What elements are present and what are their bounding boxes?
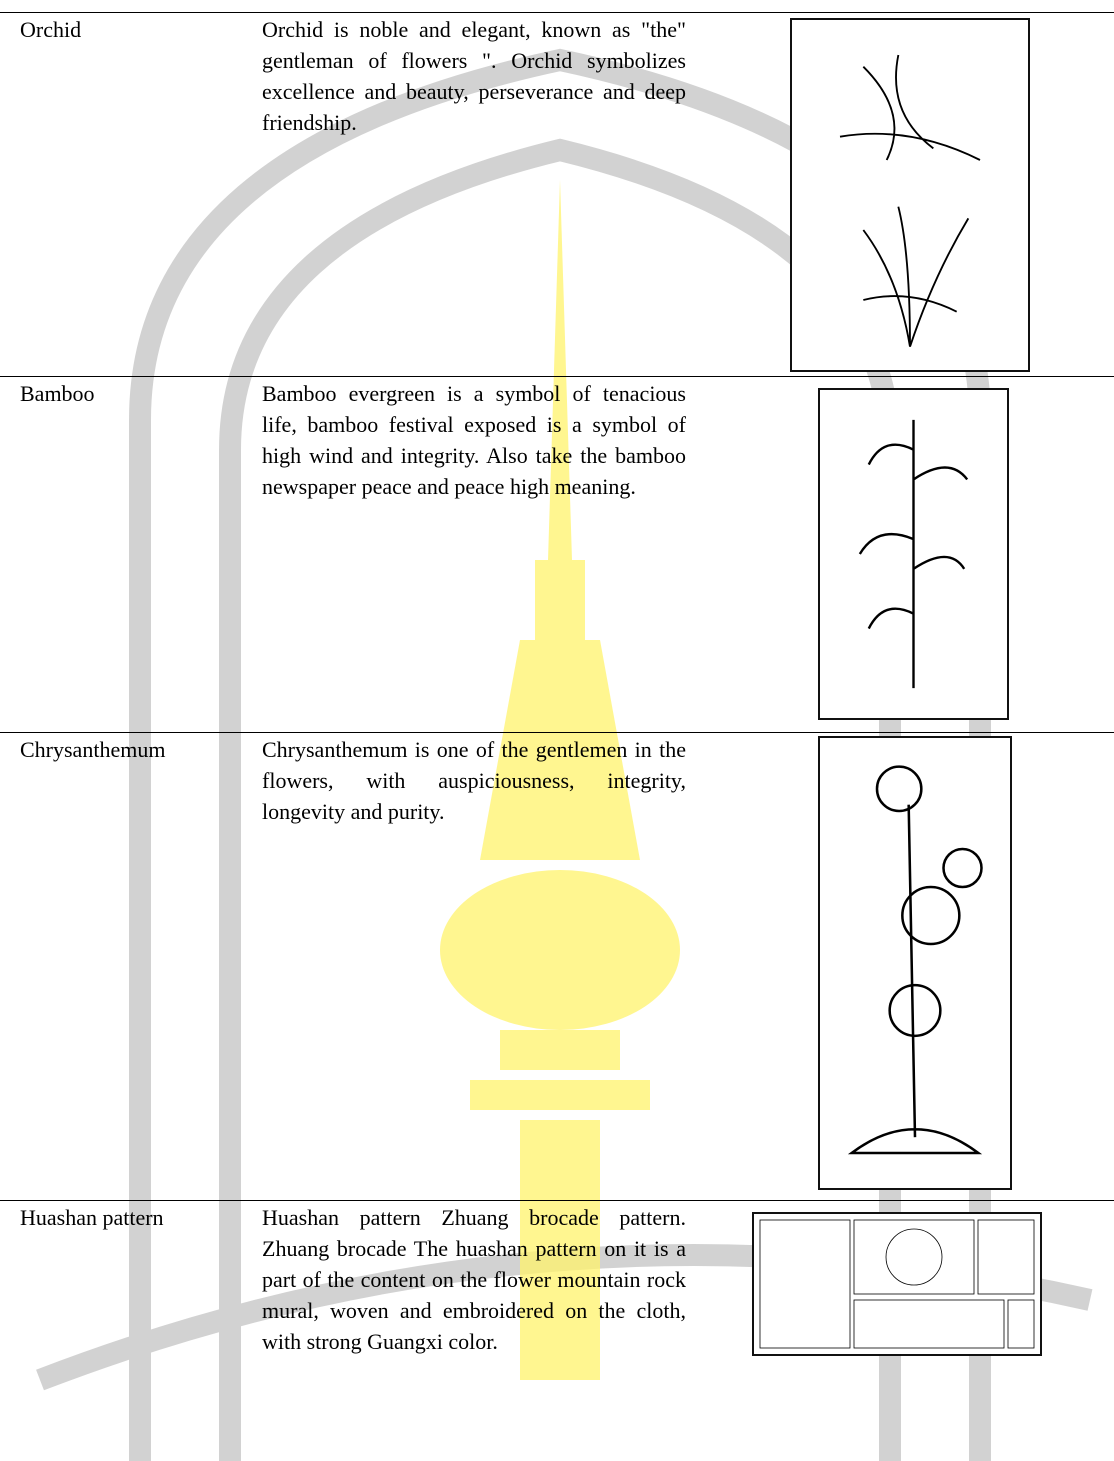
table-rule xyxy=(0,12,1114,13)
chrysanthemum-drawing xyxy=(818,736,1012,1190)
row-name: Bamboo xyxy=(20,381,95,406)
table-rule xyxy=(0,1200,1114,1201)
huashan-drawing xyxy=(752,1212,1042,1356)
row-description: Bamboo evergreen is a symbol of tenaciou… xyxy=(262,381,686,499)
bamboo-drawing xyxy=(818,388,1009,720)
table-rule xyxy=(0,376,1114,377)
row-name: Orchid xyxy=(20,17,82,42)
table-rule xyxy=(0,732,1114,733)
row-name: Chrysanthemum xyxy=(20,737,166,762)
row-name: Huashan pattern xyxy=(20,1205,164,1230)
row-description: Chrysanthemum is one of the gentlemen in… xyxy=(262,737,686,824)
orchid-drawing xyxy=(790,18,1030,372)
row-description: Huashan pattern Zhuang brocade pattern. … xyxy=(262,1205,686,1354)
row-description: Orchid is noble and elegant, known as "t… xyxy=(262,17,686,135)
